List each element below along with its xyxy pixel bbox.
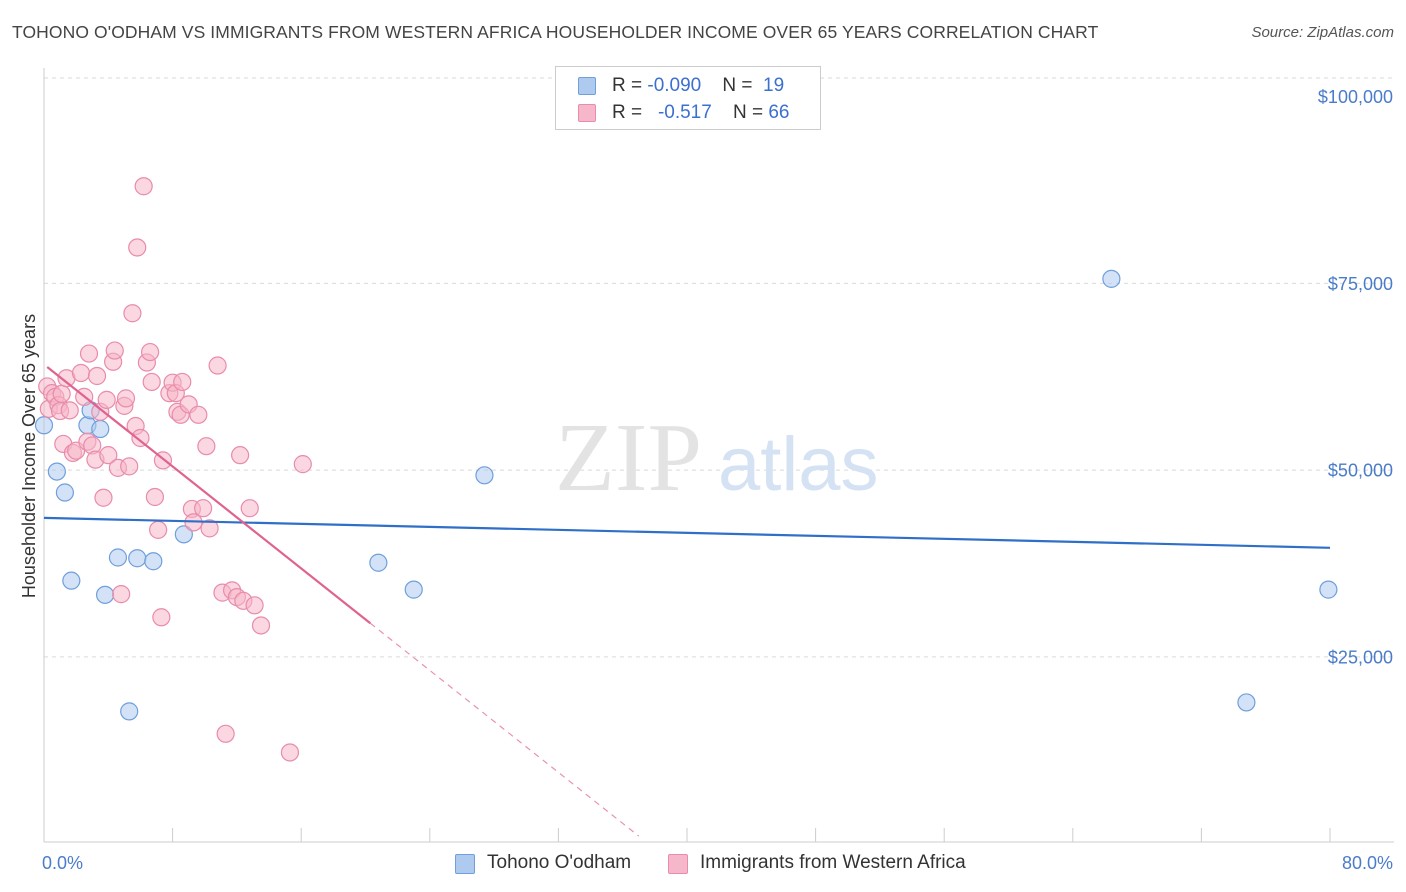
- tohono-point: [404, 580, 423, 599]
- legend-swatch-pink: [578, 104, 596, 122]
- western-africa-trend-extension: [369, 622, 640, 837]
- tohono-point: [108, 548, 128, 567]
- western-africa-point: [145, 487, 165, 507]
- legend-swatch-blue: [455, 854, 475, 874]
- legend-r-label: R =: [612, 102, 648, 123]
- tohono-point: [120, 702, 139, 721]
- tohono-point: [34, 416, 54, 435]
- tohono-point: [1319, 580, 1338, 599]
- western-africa-point: [152, 608, 171, 627]
- western-africa-point: [240, 499, 259, 518]
- tohono-point: [475, 466, 494, 485]
- western-africa-point: [116, 389, 136, 408]
- western-africa-point: [131, 428, 150, 448]
- y-tick-label: $75,000: [1328, 274, 1393, 294]
- western-africa-point: [97, 390, 116, 409]
- western-africa-point: [60, 401, 79, 420]
- western-africa-point: [245, 596, 264, 615]
- tohono-point: [55, 483, 74, 502]
- tohono-point: [62, 571, 81, 590]
- western-africa-point: [149, 520, 168, 539]
- legend-n-label: N =: [722, 75, 758, 96]
- western-africa-points: [38, 177, 312, 762]
- correlation-legend: R = -0.090 N = 19 R = -0.517 N = 66: [555, 66, 821, 130]
- y-tick-labels: $25,000 $50,000 $75,000 $100,000: [1318, 87, 1393, 667]
- watermark-atlas: atlas: [718, 422, 879, 507]
- legend-swatch-blue: [578, 77, 596, 95]
- tohono-point: [144, 552, 163, 571]
- series-legend: Tohono O'odham Immigrants from Western A…: [0, 852, 1406, 878]
- western-africa-point: [216, 724, 235, 743]
- western-africa-point: [52, 384, 71, 404]
- y-tick-label: $100,000: [1318, 87, 1393, 107]
- legend-swatch-pink: [668, 854, 688, 874]
- legend-n-value: 66: [768, 102, 790, 123]
- western-africa-point: [194, 499, 213, 518]
- western-africa-point: [112, 585, 131, 604]
- western-africa-point: [293, 455, 312, 474]
- western-africa-point: [208, 356, 227, 375]
- tohono-point: [369, 553, 388, 572]
- western-africa-point: [79, 344, 99, 363]
- western-africa-point: [87, 366, 107, 386]
- tohono-point: [95, 585, 115, 604]
- tohono-points: [34, 269, 1338, 721]
- axes: [43, 68, 1394, 843]
- legend-n-label: N =: [732, 102, 769, 123]
- chart-title: TOHONO O'ODHAM VS IMMIGRANTS FROM WESTER…: [12, 22, 1099, 42]
- western-africa-point: [251, 616, 271, 635]
- tohono-point: [1102, 269, 1121, 288]
- western-africa-point: [120, 457, 139, 476]
- watermark-zip: ZIP: [555, 404, 702, 512]
- western-africa-point: [123, 304, 142, 323]
- legend-r-value: -0.090: [647, 75, 702, 96]
- legend-r-label: R =: [612, 75, 648, 96]
- western-africa-point: [94, 488, 113, 507]
- tohono-point: [128, 549, 147, 568]
- y-tick-label: $50,000: [1328, 461, 1393, 481]
- tohono-point: [1237, 693, 1256, 712]
- western-africa-point: [128, 238, 147, 257]
- trend-lines: [43, 366, 1331, 837]
- x-tick-label-max: 80.0%: [1342, 853, 1393, 873]
- western-africa-point: [71, 363, 91, 383]
- western-africa-point: [134, 177, 153, 196]
- western-africa-point: [231, 446, 250, 465]
- x-tick-labels: 0.0% 80.0%: [42, 853, 1393, 873]
- western-africa-point: [99, 446, 118, 465]
- tohono-point: [91, 419, 110, 439]
- western-africa-trend-line: [46, 366, 372, 625]
- x-tick-label-min: 0.0%: [42, 853, 83, 873]
- legend-r-value: -0.517: [657, 102, 712, 123]
- legend-n-value: 19: [763, 75, 785, 96]
- western-africa-point: [105, 341, 124, 360]
- western-africa-point: [140, 342, 160, 362]
- grid-lines: [44, 77, 1394, 658]
- tohono-trend-line: [43, 516, 1331, 549]
- y-axis-label: Householder Income Over 65 years: [19, 314, 39, 598]
- y-tick-label: $25,000: [1328, 647, 1393, 667]
- western-africa-point: [197, 437, 216, 456]
- legend-label: Immigrants from Western Africa: [700, 852, 966, 873]
- legend-label: Tohono O'odham: [487, 852, 632, 873]
- western-africa-point: [280, 743, 300, 762]
- western-africa-point: [189, 405, 208, 424]
- tohono-point: [174, 525, 193, 544]
- western-africa-point: [142, 372, 161, 392]
- western-africa-point: [173, 372, 192, 392]
- western-africa-point: [200, 519, 219, 538]
- tohono-point: [47, 462, 66, 481]
- source-label: Source: ZipAtlas.com: [1251, 24, 1394, 41]
